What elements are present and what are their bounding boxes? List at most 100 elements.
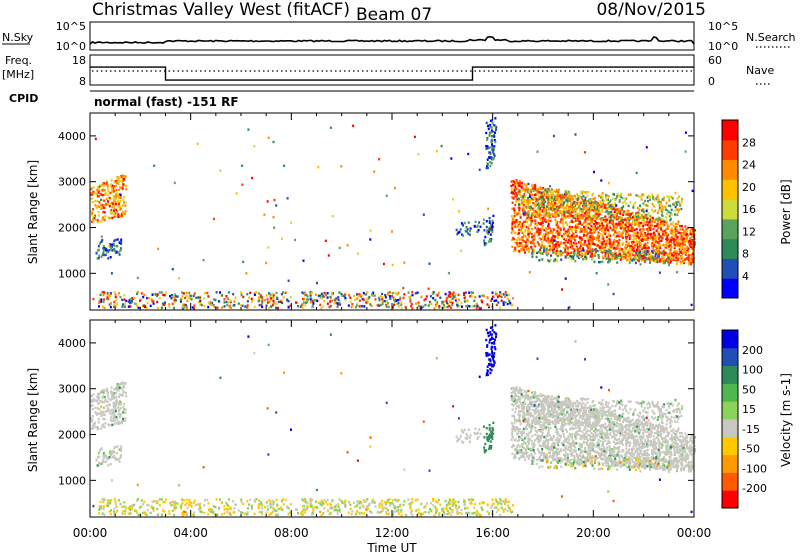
data-cell [553,239,556,242]
data-cell [508,299,511,302]
data-cell [565,232,568,235]
data-cell [553,195,556,198]
data-cell [324,500,327,504]
data-cell [629,215,632,218]
data-cell [310,513,313,516]
data-cell [690,227,693,230]
data-cell [270,504,273,507]
data-cell [525,183,528,186]
data-cell [150,506,153,509]
data-cell [579,216,582,219]
data-cell [411,290,414,294]
data-cell [621,219,624,222]
data-cell [387,293,390,296]
data-cell [549,190,552,193]
data-cell [100,207,103,210]
data-cell [275,291,278,295]
data-cell [223,305,226,308]
data-cell [160,291,163,294]
data-cell [451,303,454,307]
data-cell [604,215,607,218]
data-cell [678,202,681,205]
data-cell [490,129,493,132]
data-cell [96,199,99,203]
data-cell [230,306,232,309]
data-cell [633,235,636,238]
data-cell [650,254,653,258]
data-cell [531,255,534,258]
data-cell [500,295,503,299]
data-cell [373,170,376,173]
data-cell [210,303,213,307]
data-cell [626,235,629,238]
data-cell [490,223,493,227]
data-cell [657,255,660,259]
data-cell [655,235,658,238]
data-cell [381,499,384,503]
data-cell [540,238,543,241]
data-cell [546,240,549,243]
data-cell [496,295,499,299]
data-cell [98,507,101,510]
data-cell [409,295,412,298]
data-cell [588,203,591,207]
data-cell [515,187,518,190]
data-cell [107,216,110,219]
data-cell [533,203,536,207]
data-cell [566,211,569,214]
data-cell [532,252,535,255]
data-cell [548,202,551,206]
data-cell [572,202,575,205]
data-cell [209,300,212,304]
data-cell [637,257,640,260]
data-cell [555,211,558,215]
data-cell [483,242,486,245]
data-cell [678,208,681,211]
data-cell [102,203,105,207]
data-cell [663,257,666,260]
data-cell [455,228,458,232]
data-cell [182,513,185,516]
data-cell [297,304,299,308]
data-cell [647,254,650,257]
data-cell [641,247,644,251]
data-cell [467,232,470,235]
data-cell [228,512,231,516]
data-cell [569,199,572,203]
data-cell [642,238,645,241]
data-cell [456,510,459,514]
data-cell [439,296,442,299]
data-cell [613,193,615,196]
data-cell [535,198,538,201]
data-cell [628,218,631,222]
data-cell [454,293,457,296]
data-cell [98,298,101,301]
data-cell [673,230,676,233]
data-cell [303,499,306,502]
data-cell [602,234,605,237]
data-cell [595,272,598,275]
data-cell [655,224,658,228]
data-cell [311,304,314,308]
data-cell [115,197,117,200]
data-cell [112,194,115,198]
data-cell [480,514,482,517]
data-cell [526,244,529,248]
data-cell [651,238,654,241]
data-cell [646,236,648,239]
data-cell [676,250,679,254]
data-cell [203,292,206,295]
data-cell [214,306,217,309]
data-cell [600,225,603,229]
data-cell [530,233,533,236]
data-cell [619,227,622,230]
data-cell [552,234,555,238]
data-cell [486,296,489,300]
data-cell [559,200,562,203]
data-cell [663,234,666,237]
data-cell [569,255,571,258]
data-cell [305,301,307,304]
data-cell [400,514,403,517]
data-cell [653,235,656,238]
data-cell [603,220,606,223]
